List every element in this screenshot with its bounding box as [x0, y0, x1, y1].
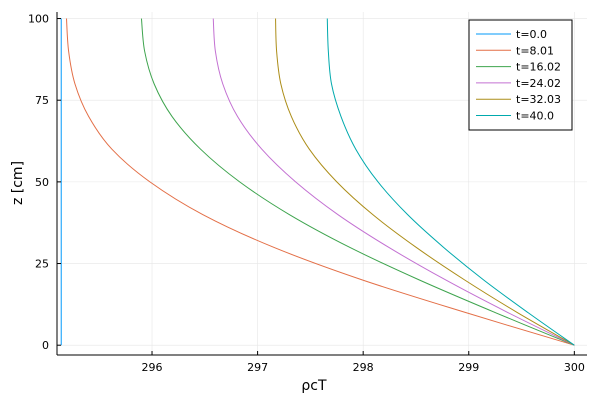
legend-box — [468, 19, 573, 131]
legend-label: t=40.0 — [516, 110, 554, 123]
series-line-1 — [66, 18, 575, 346]
x-tick-label: 299 — [458, 361, 479, 374]
legend-label: t=16.02 — [516, 61, 561, 74]
axes — [56, 12, 587, 356]
series-line-5 — [326, 18, 575, 346]
legend-label: t=32.03 — [516, 93, 561, 106]
x-tick-label: 300 — [564, 361, 585, 374]
series-line-3 — [212, 18, 575, 346]
y-tick-label: 100 — [28, 13, 49, 26]
y-tick-label: 25 — [35, 258, 49, 271]
x-axis-title: ρcT — [301, 378, 327, 394]
x-tick-label: 297 — [247, 361, 268, 374]
y-axis-title: z [cm] — [10, 161, 26, 205]
x-tick-label: 296 — [142, 361, 163, 374]
legend-label: t=24.02 — [516, 77, 561, 90]
legend-label: t=0.0 — [516, 28, 547, 41]
y-tick-label: 75 — [35, 94, 49, 107]
y-tick-label: 0 — [42, 339, 49, 352]
legend: t=0.0 t=8.01 t=16.02 t=24.02 t=32.03 t=40.0 — [468, 19, 573, 131]
legend-label: t=8.01 — [516, 44, 554, 57]
y-tick-label: 50 — [35, 176, 49, 189]
grid — [57, 12, 587, 355]
x-tick-label: 298 — [353, 361, 374, 374]
ticks: 296 297 298 299 300 0 25 50 75 100 — [28, 13, 585, 374]
series-line-2 — [140, 18, 575, 346]
series-group — [60, 18, 575, 346]
series-line-4 — [275, 18, 575, 346]
